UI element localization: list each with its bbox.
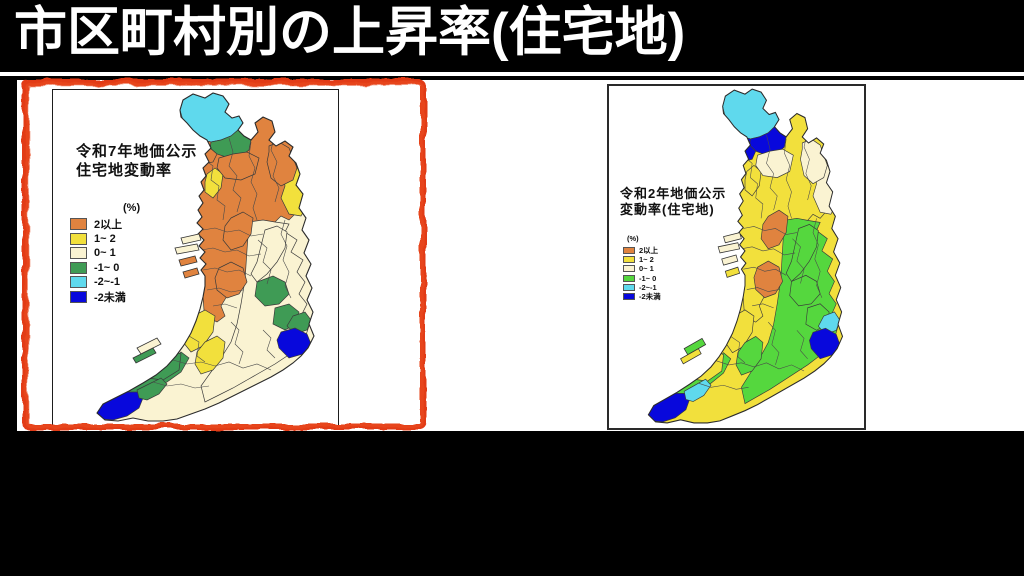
separator-line <box>0 72 1024 76</box>
left-map-panel: 令和7年地価公示 住宅地変動率 (%) 2以上 1~ 2 0~ 1 -1~ 0 -… <box>52 89 339 427</box>
right-map-panel: 令和2年地価公示 変動率(住宅地) (%) 2以上 1~ 2 0~ 1 -1~ 0… <box>607 84 866 430</box>
slide-title: 市区町村別の上昇率(住宅地) <box>14 3 686 62</box>
choropleth-map-reiwa7 <box>96 92 315 422</box>
choropleth-map-reiwa2 <box>647 88 844 424</box>
